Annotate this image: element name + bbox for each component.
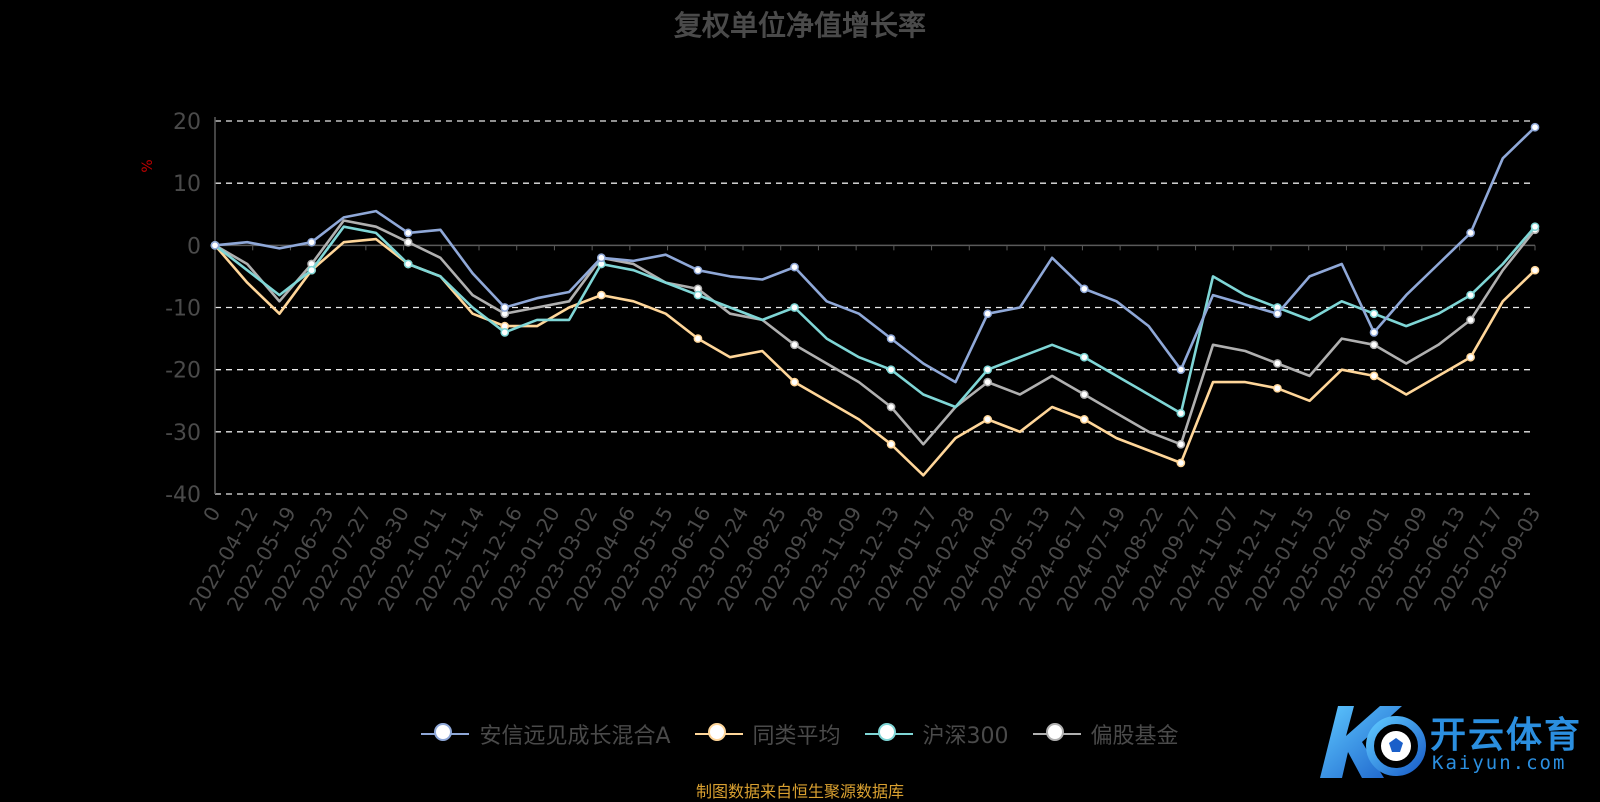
source-note: 制图数据来自恒生聚源数据库: [695, 782, 904, 801]
grid-lines: [215, 120, 1535, 495]
data-point[interactable]: [790, 303, 799, 312]
line-chart: 20100-10-20-30-4002022-04-122022-05-1920…: [140, 110, 1545, 615]
legend-item[interactable]: 偏股基金: [1032, 718, 1179, 750]
legend-item[interactable]: 沪深300: [864, 718, 1009, 750]
y-tick-label: -30: [165, 421, 201, 446]
y-tick-label: -10: [165, 297, 201, 322]
data-point[interactable]: [1466, 228, 1475, 238]
series-line: [214, 225, 1536, 415]
y-axis-label: %: [140, 159, 156, 172]
legend-label: 偏股基金: [1090, 724, 1179, 749]
x-tick-label: 0: [198, 503, 225, 526]
data-point[interactable]: [1369, 309, 1379, 319]
data-point[interactable]: [1369, 328, 1379, 337]
data-point[interactable]: [886, 365, 896, 375]
data-point[interactable]: [1530, 122, 1540, 132]
data-point[interactable]: [790, 340, 799, 350]
data-point[interactable]: [1079, 352, 1089, 362]
y-tick-label: 20: [173, 110, 201, 135]
data-point[interactable]: [1079, 415, 1089, 424]
chart-title: 复权单位净值增长率: [673, 9, 926, 42]
data-point[interactable]: [307, 265, 316, 275]
legend-item[interactable]: 安信远见成长混合A: [421, 718, 671, 750]
data-point[interactable]: [500, 328, 510, 337]
data-point[interactable]: [983, 415, 993, 424]
y-tick-label: 10: [173, 172, 201, 197]
data-point[interactable]: [983, 309, 993, 319]
legend-label: 安信远见成长混合A: [479, 724, 671, 749]
data-point[interactable]: [1369, 371, 1379, 381]
series-line: [214, 219, 1537, 446]
data-point[interactable]: [1176, 365, 1186, 375]
series-line: [214, 237, 1536, 477]
data-point[interactable]: [1530, 222, 1540, 232]
y-tick-label: 0: [187, 234, 201, 259]
data-point[interactable]: [886, 439, 896, 449]
data-point[interactable]: [307, 237, 316, 247]
data-point[interactable]: [1176, 408, 1186, 418]
legend-marker-icon: [864, 721, 913, 747]
axes: 20100-10-20-30-4002022-04-122022-05-1920…: [165, 110, 1545, 615]
data-point[interactable]: [1273, 383, 1282, 393]
y-tick-label: -40: [165, 483, 201, 508]
data-point[interactable]: [1369, 340, 1379, 350]
legend-label: 沪深300: [922, 724, 1009, 749]
series-lines: [210, 122, 1540, 477]
logo-text: 开云体育: [1430, 715, 1583, 756]
data-point[interactable]: [1530, 265, 1540, 275]
data-point[interactable]: [693, 290, 703, 300]
data-point[interactable]: [693, 334, 703, 343]
data-point[interactable]: [886, 402, 896, 412]
legend-item[interactable]: 同类平均: [694, 718, 841, 750]
data-point[interactable]: [983, 365, 993, 375]
data-point[interactable]: [1176, 458, 1186, 468]
data-point[interactable]: [1176, 439, 1186, 449]
data-point[interactable]: [1466, 352, 1475, 362]
data-point[interactable]: [1466, 290, 1475, 300]
data-point[interactable]: [210, 240, 220, 250]
data-point[interactable]: [596, 290, 606, 300]
data-point[interactable]: [1079, 390, 1089, 399]
legend-marker-icon: [694, 721, 743, 747]
data-point[interactable]: [790, 377, 799, 387]
data-point[interactable]: [983, 377, 993, 387]
legend-label: 同类平均: [752, 724, 841, 749]
data-point[interactable]: [403, 228, 413, 238]
data-point[interactable]: [886, 334, 896, 343]
data-point[interactable]: [1079, 284, 1089, 294]
data-point[interactable]: [1273, 309, 1282, 319]
data-point[interactable]: [1273, 359, 1282, 368]
data-point[interactable]: [500, 303, 510, 312]
logo-subtext: Kaiyun.com: [1432, 752, 1567, 774]
data-point[interactable]: [596, 253, 606, 263]
y-tick-label: -20: [165, 359, 201, 384]
data-point[interactable]: [1466, 315, 1475, 325]
legend: 安信远见成长混合A 同类平均 沪深300 偏股基金: [0, 718, 1600, 750]
data-point[interactable]: [790, 262, 799, 272]
legend-marker-icon: [1032, 721, 1081, 747]
legend-marker-icon: [421, 721, 470, 747]
data-point[interactable]: [403, 237, 413, 247]
series-line: [214, 126, 1536, 384]
data-point[interactable]: [403, 259, 413, 269]
kaiyun-logo-icon: [1320, 706, 1426, 778]
data-point[interactable]: [693, 265, 703, 275]
